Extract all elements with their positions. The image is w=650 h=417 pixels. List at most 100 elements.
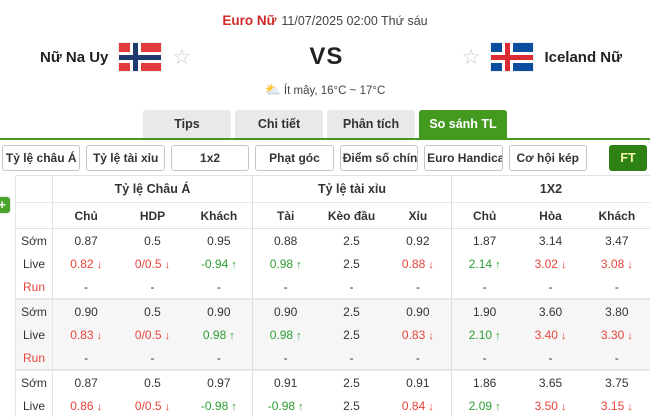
odds-value: 3.15 ↓ — [600, 398, 633, 413]
column-header: Khách — [598, 208, 636, 223]
row-label-cell: Live — [16, 323, 53, 346]
odds-cell: 3.15 ↓ — [584, 399, 650, 413]
odds-value: 0/0.5 ↓ — [134, 327, 171, 342]
odds-value: 2.10 ↑ — [468, 327, 501, 342]
tab-so-sanh-tl[interactable]: So sánh TL — [419, 110, 507, 138]
odds-value: 3.14 — [538, 233, 563, 248]
odds-value: 0.98 ↑ — [269, 327, 302, 342]
arrow-up-icon: ↑ — [495, 400, 501, 413]
odds-row: Live 0.82 ↓ 0/0.5 ↓ -0.94 ↑ 0.98 ↑ 2.5 0.88 ↓ 2.14 ↑ 3… — [16, 252, 650, 275]
odds-cell: 0.90 — [186, 305, 252, 319]
arrow-up-icon: ↑ — [231, 258, 237, 271]
column-header-row: Chủ HDP Khách Tài Kèo đầu Xỉu Chủ Hòa Khách — [16, 203, 650, 229]
home-team-name: Nữ Na Uy — [40, 48, 109, 66]
odds-cell: 0.91 — [385, 376, 451, 390]
odds-value: 3.02 ↓ — [534, 256, 567, 271]
odds-value: 2.09 ↑ — [468, 398, 501, 413]
odds-value: - — [84, 350, 89, 365]
odds-cell: - — [584, 351, 650, 365]
odds-value: 1.90 — [472, 304, 497, 319]
odds-value: 0.87 — [74, 233, 98, 248]
filter-bar: Tỷ lệ châu Á Tỷ lệ tài xỉu 1x2 Phạt góc Điểm… — [0, 140, 650, 175]
filter-button-ty-le-tai-xiu[interactable]: Tỷ lệ tài xỉu — [86, 145, 165, 171]
odds-value: 0.84 ↓ — [401, 398, 434, 413]
odds-value: 1.87 — [472, 233, 497, 248]
odds-value: 0.82 ↓ — [70, 256, 103, 271]
odds-value: 0.91 — [273, 375, 298, 390]
odds-value: - — [415, 279, 420, 294]
expand-plus-button[interactable]: + — [0, 197, 10, 213]
odds-cell: 2.5 — [318, 234, 384, 248]
arrow-up-icon: ↑ — [495, 329, 501, 342]
group-title: 1X2 — [451, 176, 650, 202]
group-title: Tỷ lệ tài xỉu — [252, 176, 451, 202]
odds-cell: 3.80 — [584, 305, 650, 319]
odds-value: 0.91 — [406, 375, 430, 390]
odds-cell: 0.97 — [186, 376, 252, 390]
odds-cell: -0.94 ↑ — [186, 257, 252, 271]
arrow-down-icon: ↓ — [627, 400, 633, 413]
odds-cell: - — [584, 280, 650, 294]
filter-button-diem-so-chinh-xac[interactable]: Điểm số chính xác — [339, 145, 419, 171]
filter-button-ty-le-chau-a[interactable]: Tỷ lệ châu Á — [2, 145, 81, 171]
filter-button-phat-goc[interactable]: Phạt góc — [255, 145, 334, 171]
odds-value: - — [349, 279, 354, 294]
odds-value: 0.83 ↓ — [401, 327, 434, 342]
tab-chi-tiet[interactable]: Chi tiết — [235, 110, 323, 138]
odds-value: 0.92 — [406, 233, 430, 248]
odds-cell: 2.5 — [318, 376, 384, 390]
arrow-down-icon: ↓ — [428, 258, 434, 271]
row-label-cell: Live — [16, 394, 53, 417]
odds-row: Run - - - - - - - - - — [16, 275, 650, 298]
weather-text: Ít mây, 16°C ~ 17°C — [283, 85, 386, 97]
odds-value: - — [283, 279, 288, 294]
column-header: Chủ — [451, 203, 517, 228]
odds-value: 0.5 — [144, 233, 161, 248]
column-header: HDP — [139, 208, 166, 223]
odds-value: 1.86 — [472, 375, 497, 390]
odds-value: 0.90 — [74, 304, 98, 319]
filter-button-co-hoi-kep[interactable]: Cơ hội kép — [508, 145, 587, 171]
partly-cloudy-icon: ⛅ — [264, 82, 281, 97]
arrow-up-icon: ↑ — [229, 329, 235, 342]
odds-value: -0.98 ↑ — [267, 398, 304, 413]
odds-cell: 0.88 — [252, 229, 318, 252]
row-label-cell: Live — [16, 252, 53, 275]
odds-cell: 0.90 — [385, 305, 451, 319]
odds-value: 0.5 — [144, 304, 161, 319]
odds-value: 2.5 — [343, 398, 360, 413]
odds-value: - — [84, 279, 89, 294]
odds-cell: 3.08 ↓ — [584, 257, 650, 271]
tab-phan-tich[interactable]: Phân tích — [327, 110, 415, 138]
group-title: Tỷ lệ Châu Á — [114, 182, 191, 196]
tab-tips[interactable]: Tips — [143, 110, 231, 138]
arrow-down-icon: ↓ — [560, 329, 567, 342]
odds-value: 0.86 ↓ — [70, 398, 103, 413]
ft-button[interactable]: FT — [608, 145, 647, 171]
filter-button-euro-handicap[interactable]: Euro Handicap — [424, 145, 503, 171]
odds-value: 0/0.5 ↓ — [134, 398, 171, 413]
odds-value: 0.83 ↓ — [70, 327, 103, 342]
odds-value: 0.90 — [273, 304, 298, 319]
odds-value: 3.75 — [605, 375, 629, 390]
odds-cell: 2.14 ↑ — [451, 252, 517, 275]
odds-row: Live 0.86 ↓ 0/0.5 ↓ -0.98 ↑ -0.98 ↑ 2.5 0.84 ↓ 2.09 ↑… — [16, 394, 650, 417]
odds-cell: 0/0.5 ↓ — [119, 399, 185, 413]
odds-cell: - — [451, 275, 517, 298]
match-header: Euro Nữ 11/07/2025 02:00 Thứ sáu — [0, 0, 650, 28]
arrow-down-icon: ↓ — [164, 258, 171, 271]
odds-cell: 0.95 — [186, 234, 252, 248]
favorite-star-away-icon[interactable]: ☆ — [461, 45, 481, 69]
odds-cell: 0.88 ↓ — [385, 257, 451, 271]
odds-comparison-table: Tỷ lệ Châu Á Tỷ lệ tài xỉu 1X2 Chủ HDP Khách T… — [15, 175, 650, 417]
odds-value: 2.5 — [343, 304, 360, 319]
filter-button-1x2[interactable]: 1x2 — [170, 145, 250, 171]
odds-cell: - — [517, 351, 583, 365]
arrow-down-icon: ↓ — [96, 400, 103, 413]
odds-value: -0.94 ↑ — [200, 256, 237, 271]
favorite-star-home-icon[interactable]: ☆ — [172, 45, 192, 69]
corner-cell — [16, 176, 53, 202]
odds-value: - — [482, 279, 487, 294]
odds-value: 2.5 — [343, 256, 360, 271]
odds-cell: 3.47 — [584, 234, 650, 248]
